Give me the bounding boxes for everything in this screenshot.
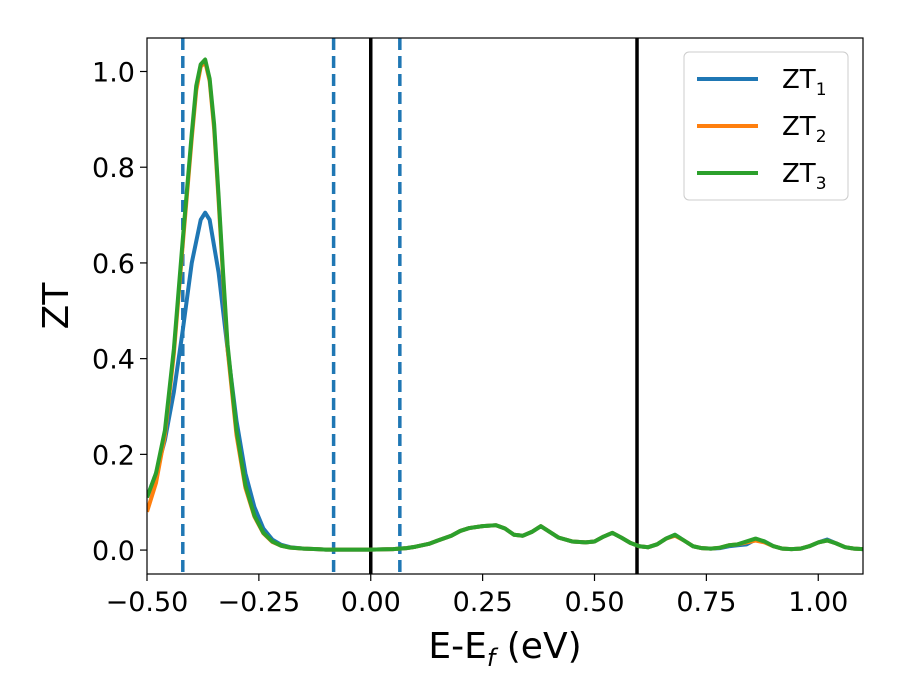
series-line-zt3 bbox=[147, 57, 863, 552]
y-axis-ticks: 0.0 0.2 0.4 0.6 0.8 1.0 bbox=[92, 58, 147, 567]
y-tick-label: 0.4 bbox=[92, 345, 135, 376]
legend: ZT1 ZT2 ZT3 bbox=[683, 51, 849, 201]
x-tick-label: 0.00 bbox=[341, 587, 401, 618]
legend-box bbox=[683, 51, 849, 201]
y-axis-label: ZT bbox=[36, 282, 77, 330]
legend-label-zt3: ZT3 bbox=[782, 159, 827, 194]
x-tick-label: 0.75 bbox=[676, 587, 736, 618]
legend-label-zt1: ZT1 bbox=[782, 65, 827, 100]
plot-frame bbox=[146, 37, 864, 575]
x-axis-ticks: −0.50 −0.25 0.00 0.25 0.50 0.75 1.00 bbox=[106, 574, 848, 618]
x-tick-label: 0.25 bbox=[453, 587, 513, 618]
y-tick-label: 0.8 bbox=[92, 153, 135, 184]
x-tick-label: −0.25 bbox=[218, 587, 301, 618]
series-line-zt1 bbox=[147, 210, 863, 552]
y-tick-label: 0.2 bbox=[92, 440, 135, 471]
x-tick-label: −0.50 bbox=[106, 587, 189, 618]
y-tick-label: 0.6 bbox=[92, 249, 135, 280]
x-tick-label: 1.00 bbox=[788, 587, 848, 618]
x-tick-label: 0.50 bbox=[564, 587, 624, 618]
y-tick-label: 1.0 bbox=[92, 58, 135, 89]
y-tick-label: 0.0 bbox=[92, 536, 135, 567]
vertical-marker-lines bbox=[181, 38, 639, 574]
series-lines bbox=[147, 57, 863, 552]
legend-label-zt2: ZT2 bbox=[782, 112, 827, 147]
x-axis-label: E-Ef (eV) bbox=[428, 626, 581, 672]
